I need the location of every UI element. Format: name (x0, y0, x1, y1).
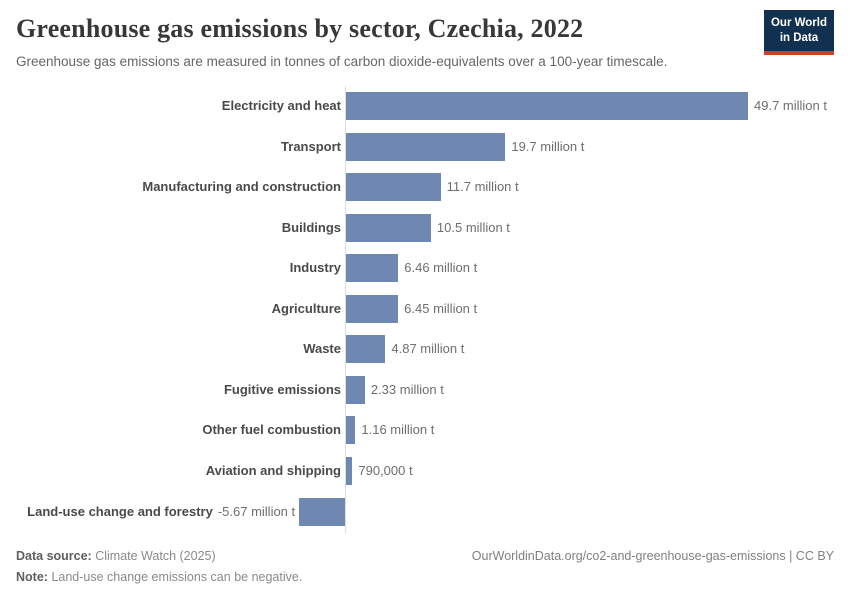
bar-land-use-change-and-forestry[interactable] (299, 497, 345, 526)
owid-logo-line2: in Data (779, 31, 819, 44)
datasource-label: Data source: (16, 549, 92, 563)
label-electricity-and-heat: Electricity and heat (221, 98, 341, 113)
datasource-line: Data source: Climate Watch (2025) (16, 546, 834, 567)
value-fugitive-emissions: 2.33 million t (370, 381, 444, 397)
label-agriculture: Agriculture (271, 300, 341, 316)
label-transport: Transport (281, 138, 341, 154)
value-agriculture: 6.45 million t (404, 300, 478, 316)
bar-industry[interactable] (346, 254, 399, 283)
value-aviation-and-shipping: 790,000 t (358, 462, 413, 478)
bar-aviation-and-shipping[interactable] (346, 456, 353, 485)
datasource-value: Climate Watch (2025) (95, 549, 216, 563)
value-transport: 19.7 million t (511, 138, 585, 154)
bar-chart: 49.7 million t Electricity and heat 19.7 m… (0, 86, 850, 534)
owid-logo-line1: Our World (770, 17, 827, 29)
label-waste: Waste (303, 341, 341, 357)
bar-waste[interactable] (346, 335, 386, 364)
value-electricity-and-heat: 49.7 million t (754, 98, 827, 113)
owid-logo[interactable]: Our World in Data (763, 10, 834, 55)
label-fugitive-emissions: Fugitive emissions (223, 381, 341, 397)
label-aviation-and-shipping: Aviation and shipping (205, 462, 341, 478)
bar-transport[interactable] (346, 132, 506, 161)
value-other-fuel-combustion: 1.16 million t (361, 422, 435, 438)
value-land-use-change-and-forestry: -5.67 million t (217, 503, 296, 519)
bar-other-fuel-combustion[interactable] (346, 416, 356, 445)
bar-agriculture[interactable] (346, 294, 399, 323)
label-industry: Industry (289, 260, 341, 276)
label-manufacturing-and-construction: Manufacturing and construction (142, 179, 341, 195)
bar-buildings[interactable] (346, 213, 431, 242)
note-line: Note: Land-use change emissions can be n… (16, 567, 834, 588)
attribution-link[interactable]: OurWorldinData.org/co2-and-greenhouse-ga… (471, 549, 834, 563)
bar-manufacturing-and-construction[interactable] (346, 173, 441, 202)
label-text-land-use-change-and-forestry: Land-use change and forestry (27, 503, 213, 519)
label-other-fuel-combustion: Other fuel combustion (202, 422, 341, 438)
chart-subtitle: Greenhouse gas emissions are measured in… (16, 54, 668, 69)
label-buildings: Buildings (281, 219, 341, 235)
value-industry: 6.46 million t (404, 260, 478, 276)
note-label: Note: (16, 570, 48, 584)
chart-header: Greenhouse gas emissions by sector, Czec… (16, 10, 834, 69)
value-buildings: 10.5 million t (436, 219, 510, 235)
value-manufacturing-and-construction: 11.7 million t (446, 179, 519, 195)
label-land-use-change-and-forestry: Land-use change and forestry -5.67 millio… (27, 498, 295, 526)
chart-title: Greenhouse gas emissions by sector, Czec… (16, 14, 584, 43)
chart-footer: Data source: Climate Watch (2025) Note: … (16, 546, 834, 588)
note-value: Land-use change emissions can be negativ… (51, 570, 303, 584)
bar-fugitive-emissions[interactable] (346, 375, 365, 404)
value-waste: 4.87 million t (391, 341, 465, 357)
bar-electricity-and-heat[interactable] (346, 92, 748, 120)
y-axis-line (345, 86, 346, 533)
